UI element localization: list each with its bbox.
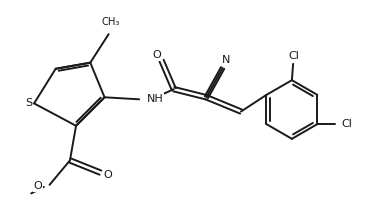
Text: O: O (103, 170, 112, 180)
Text: Cl: Cl (289, 51, 299, 61)
Text: O: O (152, 50, 161, 60)
Text: S: S (25, 98, 32, 108)
Text: N: N (222, 55, 230, 65)
Text: CH₃: CH₃ (102, 17, 120, 27)
Text: O: O (33, 181, 42, 191)
Text: Cl: Cl (342, 119, 353, 129)
Text: NH: NH (147, 94, 163, 104)
